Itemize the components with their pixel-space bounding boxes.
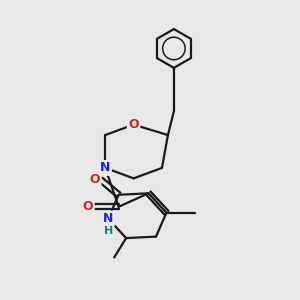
Text: O: O (128, 118, 139, 131)
Text: N: N (100, 161, 110, 174)
Text: O: O (89, 173, 100, 186)
Text: H: H (103, 226, 113, 236)
Text: N: N (103, 212, 113, 225)
Text: O: O (82, 200, 93, 213)
